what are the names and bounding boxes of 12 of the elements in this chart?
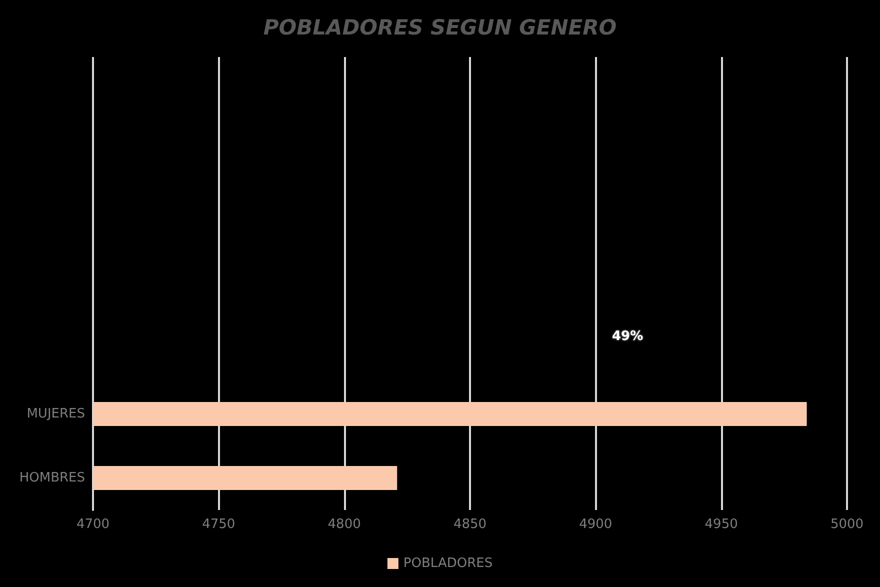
y-tick-label: HOMBRES <box>19 470 85 486</box>
chart-title: POBLADORES SEGUN GENERO <box>263 16 617 40</box>
x-tick-label: 4750 <box>202 517 236 532</box>
x-tick-label: 5000 <box>830 517 864 532</box>
y-tick-label: MUJERES <box>26 406 85 422</box>
x-tick-label: 4900 <box>579 517 612 532</box>
legend-label: POBLADORES <box>403 556 493 571</box>
x-tick-label: 4850 <box>453 517 487 532</box>
x-tick-label: 4700 <box>76 517 110 532</box>
text: 49% <box>612 329 644 344</box>
x-tick-label: 4800 <box>328 517 361 532</box>
x-tick-label: 4950 <box>704 517 738 532</box>
